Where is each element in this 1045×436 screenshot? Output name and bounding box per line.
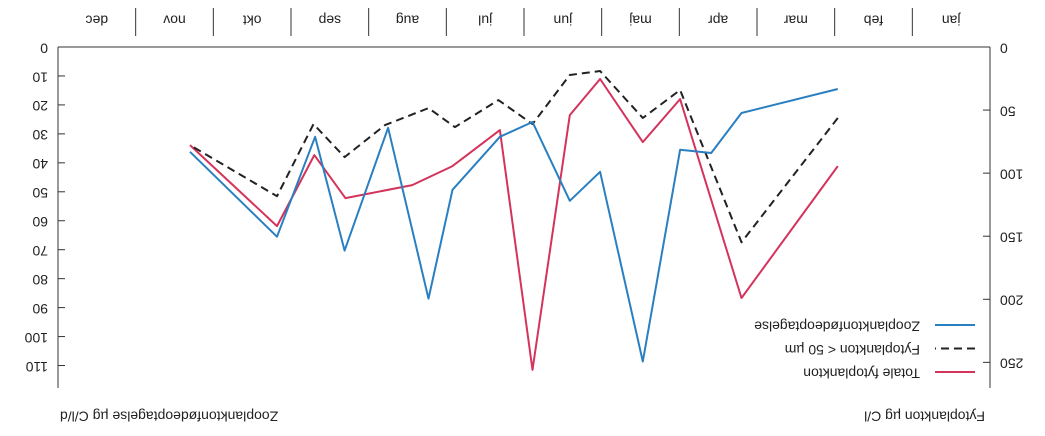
series-line <box>189 78 839 371</box>
series-line <box>189 70 839 244</box>
y2-tick-label: 50 <box>32 185 48 201</box>
x-tick-label: jun <box>553 12 573 28</box>
y2-tick-label: 100 <box>24 330 48 346</box>
y2-tick-label: 0 <box>40 40 48 56</box>
y-tick-label: 50 <box>1000 103 1016 119</box>
legend-label: Fytoplankton < 50 µm <box>785 342 920 358</box>
x-tick-label: sep <box>318 12 341 28</box>
x-tick-label: aug <box>396 12 419 28</box>
legend-label: Totale fytoplankton <box>803 365 920 381</box>
y-axis-title: Fytoplankton µg C/l <box>864 408 985 424</box>
y2-tick-label: 80 <box>32 272 48 288</box>
y-tick-label: 0 <box>1000 40 1008 56</box>
series-line <box>189 88 839 363</box>
y2-tick-label: 60 <box>32 214 48 230</box>
x-tick-label: apr <box>708 12 729 28</box>
y-tick-label: 100 <box>1000 166 1024 182</box>
x-tick-label: feb <box>864 12 884 28</box>
x-tick-label: maj <box>629 12 652 28</box>
y2-tick-label: 30 <box>32 127 48 143</box>
y2-tick-label: 40 <box>32 156 48 172</box>
x-tick-label: mar <box>783 12 807 28</box>
y-tick-label: 200 <box>1000 293 1024 309</box>
y2-tick-label: 110 <box>25 359 48 375</box>
x-tick-label: jan <box>942 12 962 28</box>
x-tick-label: okt <box>243 12 262 28</box>
y2-tick-label: 70 <box>32 243 48 259</box>
y2-axis-title: Zooplanktonfødeoptagelse µg C/l/d <box>60 408 278 424</box>
x-tick-label: nov <box>163 12 186 28</box>
y2-tick-label: 10 <box>32 69 48 85</box>
legend-label: Zooplanktonfødeoptagelse <box>754 318 920 334</box>
y2-tick-label: 90 <box>32 301 48 317</box>
x-tick-label: jul <box>478 12 493 28</box>
y2-tick-label: 20 <box>32 98 48 114</box>
y-tick-label: 250 <box>1000 356 1024 372</box>
x-tick-label: dec <box>86 12 109 28</box>
y-tick-label: 150 <box>1000 230 1024 246</box>
